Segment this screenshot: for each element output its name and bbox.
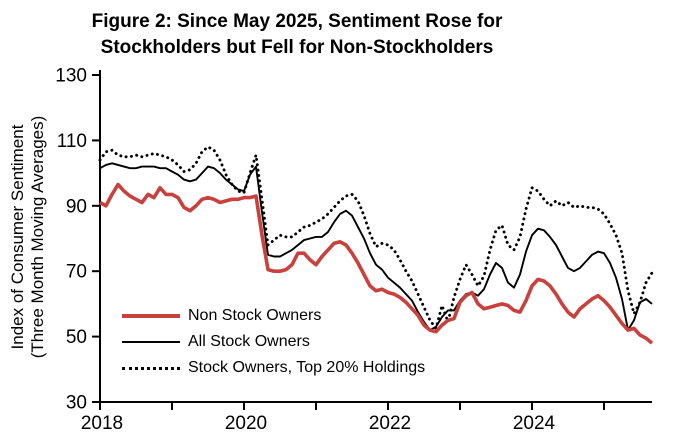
y-tick-label: 50 (66, 327, 87, 348)
legend-item-non-stock-owners: Non Stock Owners (122, 303, 425, 329)
dotted-line-swatch (122, 366, 180, 370)
y-axis-title-line-2: (Three Month Moving Averages) (28, 115, 47, 359)
y-tick-label: 90 (66, 196, 87, 217)
red-line-swatch (122, 314, 180, 318)
chart-legend: Non Stock Owners All Stock Owners Stock … (122, 303, 425, 381)
chart-title-line-1: Figure 2: Since May 2025, Sentiment Rose… (91, 11, 503, 32)
x-tick-label: 2024 (513, 413, 556, 434)
chart-title: Figure 2: Since May 2025, Sentiment Rose… (0, 9, 594, 61)
series-line-non-stock-owners (99, 182, 654, 345)
legend-item-top20-stock-owners: Stock Owners, Top 20% Holdings (122, 355, 425, 381)
series-line-stock-owners-top-20-holdings (98, 145, 654, 330)
y-tick-label: 30 (66, 393, 87, 414)
legend-label-all-stock-owners: All Stock Owners (188, 333, 310, 350)
black-line-swatch (122, 341, 180, 343)
legend-label-non-stock-owners: Non Stock Owners (188, 307, 322, 324)
y-tick-label: 110 (57, 131, 87, 152)
series-line-all-stock-owners (99, 162, 653, 332)
x-tick-label: 2020 (225, 413, 267, 434)
y-axis-title-line-1: Index of Consumer Sentiment (8, 124, 27, 350)
y-axis-title: Index of Consumer Sentiment (Three Month… (8, 116, 48, 359)
x-tick-label: 2018 (81, 413, 123, 434)
x-tick-label: 2022 (369, 413, 411, 434)
y-tick-label: 130 (55, 66, 87, 87)
legend-label-top20-stock-owners: Stock Owners, Top 20% Holdings (188, 359, 426, 376)
chart-title-line-2: Stockholders but Fell for Non-Stockholde… (100, 37, 494, 58)
legend-item-all-stock-owners: All Stock Owners (122, 329, 425, 355)
y-tick-label: 70 (66, 262, 87, 283)
